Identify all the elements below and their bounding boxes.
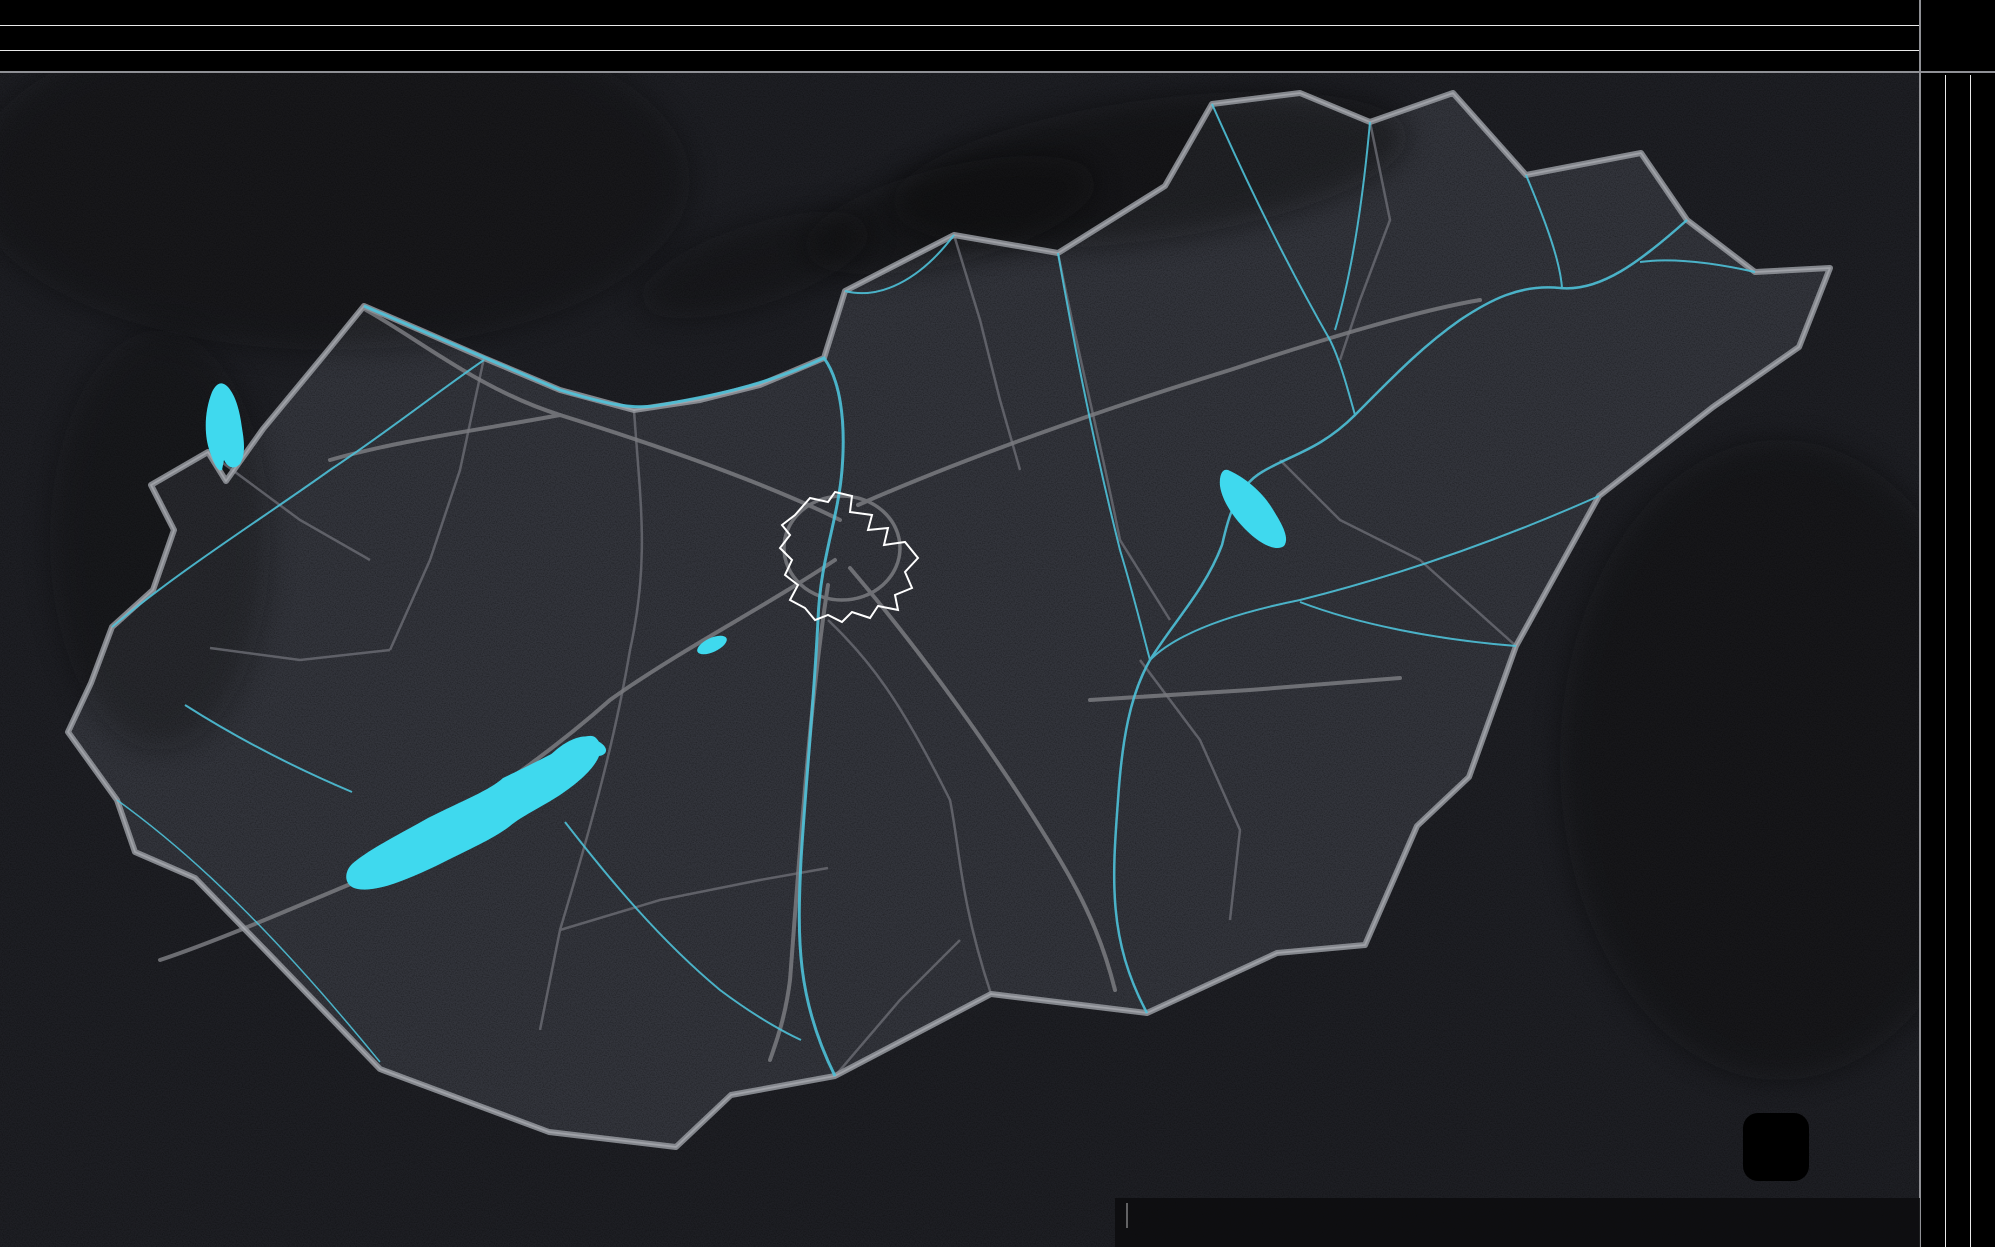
top-profile-baseline: [0, 71, 1995, 73]
metnet-app-icon: [1743, 1113, 1809, 1181]
lake-velence: [697, 635, 727, 655]
top-profile-gridline-10km: [0, 25, 1919, 26]
danube-river: [363, 304, 845, 1077]
rivers: [111, 103, 1756, 1077]
right-echo-height-profile: [1921, 0, 1995, 1247]
budapest-outline: [778, 490, 920, 624]
tisza-river: [1112, 219, 1688, 1014]
right-profile-baseline: [1919, 0, 1921, 1247]
motorways: [158, 298, 1482, 1062]
country-border: [65, 90, 1833, 1150]
lake-balaton-body: [346, 735, 601, 890]
reflectivity-legend: [1115, 1198, 1920, 1247]
lake-ferto: [205, 383, 244, 471]
top-profile-gridline-5km: [0, 50, 1919, 51]
top-echo-height-profile: [0, 0, 1919, 71]
lakes: [205, 383, 1287, 890]
right-profile-gridline-5km: [1945, 75, 1946, 1247]
metnet-logo: [1628, 1100, 1810, 1194]
right-profile-gridline-10km: [1970, 75, 1971, 1247]
sun-icon: [1628, 1100, 1732, 1194]
lake-tisza: [1219, 469, 1287, 549]
